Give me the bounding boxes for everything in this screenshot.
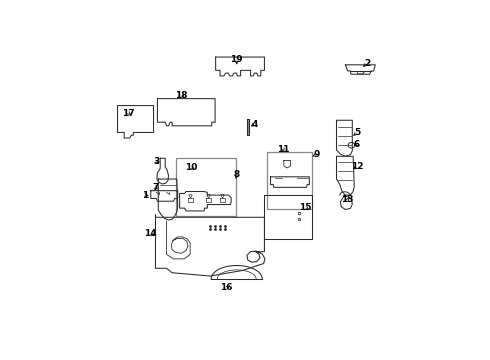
Text: 16: 16 <box>220 283 233 292</box>
Text: 14: 14 <box>145 229 157 238</box>
Text: 11: 11 <box>277 145 289 154</box>
Text: 4: 4 <box>251 120 258 129</box>
Text: 2: 2 <box>365 59 370 68</box>
Text: 18: 18 <box>175 91 188 100</box>
Text: 9: 9 <box>313 150 319 159</box>
Text: 19: 19 <box>230 55 243 64</box>
Text: 5: 5 <box>354 128 360 137</box>
Text: 1: 1 <box>142 190 148 199</box>
Text: 6: 6 <box>354 140 360 149</box>
Bar <box>267 152 312 209</box>
Text: 12: 12 <box>351 162 363 171</box>
Text: 7: 7 <box>152 183 159 192</box>
Text: 10: 10 <box>185 163 197 172</box>
Bar <box>176 158 236 216</box>
Text: 3: 3 <box>153 157 159 166</box>
Text: 8: 8 <box>234 170 240 179</box>
Text: 15: 15 <box>299 203 312 212</box>
Text: 13: 13 <box>342 195 354 204</box>
Text: 17: 17 <box>122 109 135 118</box>
